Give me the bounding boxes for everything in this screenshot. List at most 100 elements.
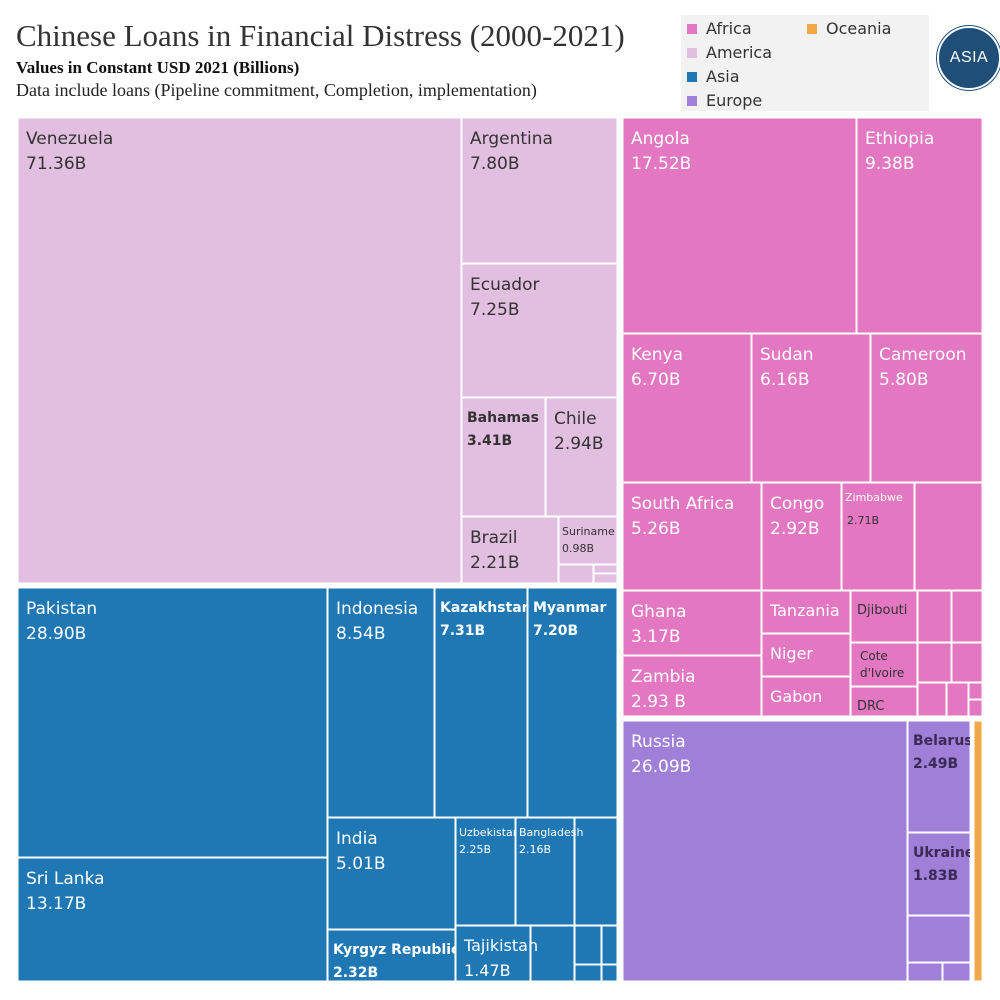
tile-label-belarus: Belarus <box>913 733 973 749</box>
tile-label-congo: Congo <box>770 494 824 514</box>
legend-item-africa[interactable]: Africa <box>687 19 752 38</box>
tile-minor-africa-8[interactable] <box>917 682 947 717</box>
tile-cote-d-ivoire[interactable] <box>850 642 918 687</box>
tile-congo[interactable] <box>761 482 842 591</box>
legend-item-asia[interactable]: Asia <box>687 67 740 86</box>
tile-label-kenya: Kenya <box>631 345 683 365</box>
legend-item-oceania[interactable]: Oceania <box>807 19 891 38</box>
tile-minor-oceania-21[interactable] <box>973 720 983 982</box>
tile-label-myanmar: Myanmar <box>533 600 607 616</box>
tile-minor-africa-9[interactable] <box>946 682 969 717</box>
tile-pakistan[interactable] <box>17 587 328 858</box>
tile-minor-europe-19[interactable] <box>907 962 943 982</box>
group-gutter-europe-oceania <box>970 721 974 981</box>
tile-label-kazakhstan: Kazakhstan <box>440 600 532 616</box>
tile-minor-africa-10[interactable] <box>968 682 983 700</box>
tile-value-sri-lanka: 13.17B <box>26 894 86 914</box>
tile-label-bahamas: Bahamas <box>467 410 539 426</box>
tile-minor-america-2[interactable] <box>593 573 618 584</box>
tile-minor-africa-3[interactable] <box>914 482 983 591</box>
tile-value-zimbabwe: 2.71B <box>847 514 879 527</box>
tile-value-congo: 2.92B <box>770 519 820 539</box>
tile-value-zambia: 2.93 B <box>631 692 686 712</box>
tile-minor-asia-17[interactable] <box>601 964 618 982</box>
tile-minor-africa-11[interactable] <box>968 699 983 717</box>
tile-myanmar[interactable] <box>527 587 618 818</box>
tile-label-suriname: Suriname <box>562 525 615 538</box>
tile-label-tanzania: Tanzania <box>769 601 840 620</box>
tile-minor-asia-14[interactable] <box>574 925 602 965</box>
tile-value-bangladesh: 2.16B <box>519 843 551 856</box>
legend-label-africa: Africa <box>706 19 752 38</box>
tile-south-africa[interactable] <box>622 482 762 591</box>
tile-drc[interactable] <box>850 686 918 717</box>
tile-sri-lanka[interactable] <box>17 857 328 982</box>
tile-value-south-africa: 5.26B <box>631 519 681 539</box>
tile-value-india: 5.01B <box>336 854 386 874</box>
tile-value-brazil: 2.21B <box>470 553 520 573</box>
tile-minor-africa-7[interactable] <box>951 642 983 683</box>
tile-label-angola: Angola <box>631 129 690 149</box>
legend-item-europe[interactable]: Europe <box>687 91 762 110</box>
legend-label-europe: Europe <box>706 91 763 110</box>
tile-uzbekistan[interactable] <box>455 817 516 926</box>
tile-russia[interactable] <box>622 720 908 982</box>
tile-minor-europe-18[interactable] <box>907 915 971 963</box>
tile-value-pakistan: 28.90B <box>26 624 86 644</box>
tile-minor-africa-4[interactable] <box>917 590 952 643</box>
legend-swatch-asia <box>687 72 697 82</box>
tile-ghana[interactable] <box>622 590 762 656</box>
legend-swatch-america <box>687 48 697 58</box>
tile-cameroon[interactable] <box>870 333 983 483</box>
tile-minor-america-0[interactable] <box>558 564 594 584</box>
tile-value-tajikistan: 1.47B <box>464 961 511 980</box>
tile-value-kyrgyz-republic: 2.32B <box>333 965 378 981</box>
tile-value-belarus: 2.49B <box>913 756 958 772</box>
tile-zimbabwe[interactable] <box>841 482 915 591</box>
tile-minor-africa-5[interactable] <box>951 590 983 643</box>
tile-ecuador[interactable] <box>461 263 618 398</box>
tile-label-zambia: Zambia <box>631 667 696 687</box>
tile-angola[interactable] <box>622 117 857 334</box>
tile-label-sri-lanka: Sri Lanka <box>26 869 105 889</box>
legend-label-oceania: Oceania <box>826 19 892 38</box>
tile-argentina[interactable] <box>461 117 618 264</box>
tile-brazil[interactable] <box>461 516 559 584</box>
tile-minor-europe-20[interactable] <box>942 962 971 982</box>
tile-kazakhstan[interactable] <box>434 587 528 818</box>
tile-tajikistan[interactable] <box>455 925 531 982</box>
tile-kenya[interactable] <box>622 333 752 483</box>
tile-value-ethiopia: 9.38B <box>865 154 915 174</box>
tile-suriname[interactable] <box>558 516 618 565</box>
tile-venezuela[interactable] <box>17 117 462 584</box>
tile-value-uzbekistan: 2.25B <box>459 843 491 856</box>
tile-zambia[interactable] <box>622 655 762 717</box>
legend-label-asia: Asia <box>706 67 740 86</box>
tile-minor-asia-16[interactable] <box>574 964 602 982</box>
tile-value-angola: 17.52B <box>631 154 691 174</box>
tile-label-ghana: Ghana <box>631 602 687 622</box>
tile-india[interactable] <box>327 817 456 930</box>
tile-value-kazakhstan: 7.31B <box>440 623 485 639</box>
tile-niger[interactable] <box>761 633 851 677</box>
legend-item-america[interactable]: America <box>687 43 772 62</box>
tile-minor-africa-6[interactable] <box>917 642 952 683</box>
tile-label-ecuador: Ecuador <box>470 275 539 295</box>
tile-ethiopia[interactable] <box>856 117 983 334</box>
tile-minor-asia-15[interactable] <box>601 925 618 965</box>
tile-sudan[interactable] <box>751 333 871 483</box>
legend-swatch-oceania <box>807 24 817 34</box>
tile-tanzania[interactable] <box>761 590 851 634</box>
tile-bahamas[interactable] <box>461 397 546 517</box>
chart-subtitle: Values in Constant USD 2021 (Billions) <box>16 58 300 77</box>
tile-value-bahamas: 3.41B <box>467 433 512 449</box>
tile-bangladesh[interactable] <box>515 817 575 926</box>
tile-ukraine[interactable] <box>907 832 971 916</box>
tile-djibouti[interactable] <box>850 590 918 643</box>
tile-minor-america-1[interactable] <box>593 564 618 574</box>
tile-minor-asia-13[interactable] <box>530 925 575 982</box>
tile-indonesia[interactable] <box>327 587 435 818</box>
tile-kyrgyz-republic[interactable] <box>327 929 456 982</box>
legend: Africa America Asia Europe Oceania <box>681 15 929 111</box>
